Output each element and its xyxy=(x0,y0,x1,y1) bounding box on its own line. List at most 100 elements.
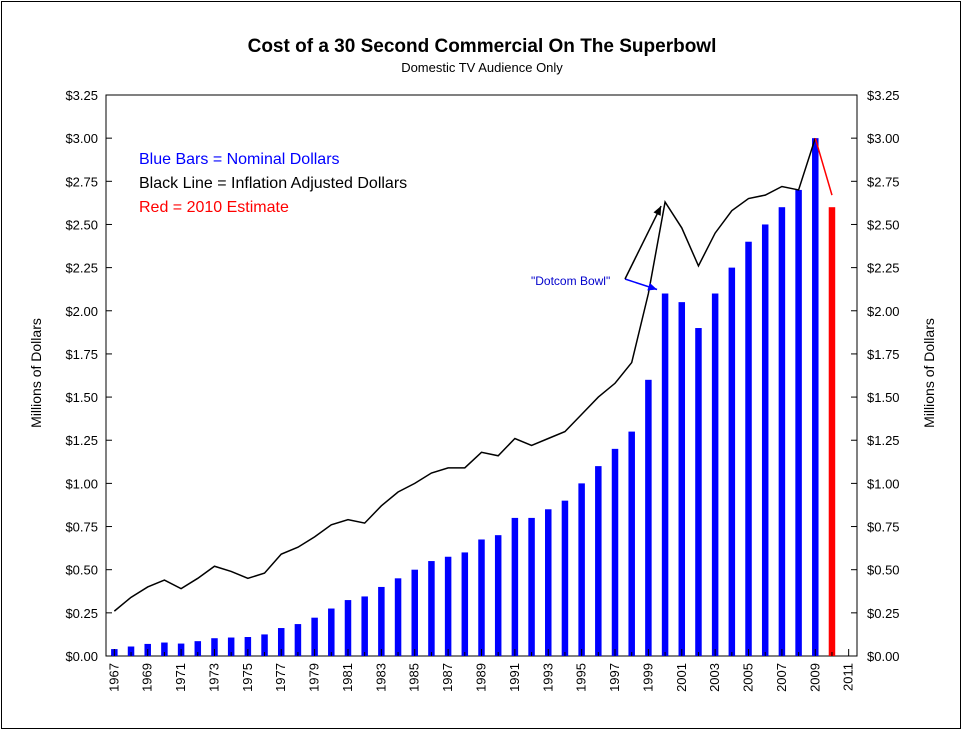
legend-entry: Black Line = Inflation Adjusted Dollars xyxy=(139,175,407,192)
x-tick-label: 1985 xyxy=(407,663,422,692)
chart-subtitle: Domestic TV Audience Only xyxy=(401,60,563,75)
x-tick-label: 1975 xyxy=(240,663,255,692)
bar-2000 xyxy=(661,293,669,656)
x-tick-label: 2009 xyxy=(807,663,822,692)
bars-layer xyxy=(111,138,836,656)
bar-1985 xyxy=(411,569,418,656)
x-tick-label: 1977 xyxy=(273,663,288,692)
bar-1996 xyxy=(595,466,602,656)
annotation-arrow-blue-head xyxy=(647,282,658,291)
bar-1977 xyxy=(277,628,285,656)
bar-2007 xyxy=(778,207,786,656)
y-tick-label-left: $1.75 xyxy=(65,347,98,362)
y-tick-label-left: $0.25 xyxy=(65,606,98,621)
y-tick-label-right: $2.25 xyxy=(867,261,900,276)
bar-1999 xyxy=(645,379,652,656)
x-tick-label: 2011 xyxy=(841,663,856,691)
annotation-label: "Dotcom Bowl" xyxy=(531,274,610,288)
bar-1968 xyxy=(127,646,135,656)
bar-1976 xyxy=(261,634,268,656)
y-tick-label-left: $0.00 xyxy=(65,649,98,664)
y-tick-label-right: $3.25 xyxy=(867,88,900,103)
y-tick-label-right: $0.00 xyxy=(867,649,900,664)
y-tick-label-right: $0.75 xyxy=(867,520,900,535)
left-axis-labels: $0.00 $0.25 $0.50 $0.75 $1.00 $1.25 $1.50 $1.75… xyxy=(65,88,98,664)
bar-1981 xyxy=(344,600,352,656)
annotation: "Dotcom Bowl" xyxy=(531,205,662,291)
bar-1991 xyxy=(511,517,519,656)
y-tick-label-right: $2.00 xyxy=(867,304,900,319)
x-tick-label: 1991 xyxy=(507,663,522,692)
x-tick-label: 1969 xyxy=(140,663,155,692)
bar-2009 xyxy=(812,138,819,656)
x-tick-label: 1995 xyxy=(574,663,589,692)
x-tick-label: 1989 xyxy=(474,663,489,692)
bar-2003 xyxy=(711,293,719,656)
bar-1975 xyxy=(244,637,252,656)
x-tick-label: 1973 xyxy=(206,663,221,692)
y-tick-label-right: $1.50 xyxy=(867,390,900,405)
bar-2006 xyxy=(761,224,769,656)
x-tick-label: 2001 xyxy=(674,663,689,692)
y-tick-label-left: $3.25 xyxy=(65,88,98,103)
y-tick-label-left: $0.50 xyxy=(65,563,98,578)
inflation-adjusted-line xyxy=(113,137,816,612)
x-tick-label: 1981 xyxy=(340,663,355,692)
bar-2005 xyxy=(745,241,752,656)
y-tick-label-left: $2.25 xyxy=(65,261,98,276)
bar-1986 xyxy=(428,561,435,656)
x-axis-labels: 1967 1969 1971 1973 1975 1977 1979 1981 1983 1985… xyxy=(106,663,855,692)
bar-2001 xyxy=(678,302,686,656)
bar-1984 xyxy=(394,578,402,656)
x-tick-label: 1971 xyxy=(173,663,188,692)
y-tick-label-left: $1.50 xyxy=(65,390,98,405)
x-tick-label: 1967 xyxy=(106,663,121,692)
bar-1988 xyxy=(461,552,469,656)
x-tick-label: 1993 xyxy=(540,663,555,692)
x-tick-label: 1997 xyxy=(607,663,622,692)
legend-entry: Blue Bars = Nominal Dollars xyxy=(139,151,340,168)
line-layer xyxy=(113,137,833,612)
y-tick-label-right: $3.00 xyxy=(867,131,900,146)
bar-1992 xyxy=(528,517,535,656)
y-tick-label-right: $2.50 xyxy=(867,217,900,232)
y-tick-label-right: $1.25 xyxy=(867,433,900,448)
y-tick-label-left: $2.50 xyxy=(65,217,98,232)
bar-1994 xyxy=(561,500,569,656)
bar-1989 xyxy=(478,539,485,656)
bar-1983 xyxy=(378,586,385,656)
legend: Blue Bars = Nominal Dollars Black Line = … xyxy=(139,151,407,216)
annotation-arrow-black-head xyxy=(653,206,662,216)
x-tick-label: 1979 xyxy=(307,663,322,692)
y-tick-label-left: $0.75 xyxy=(65,520,98,535)
y-tick-label-left: $2.00 xyxy=(65,304,98,319)
y-tick-label-right: $1.00 xyxy=(867,476,900,491)
y-tick-label-left: $1.00 xyxy=(65,476,98,491)
bar-1990 xyxy=(494,535,502,656)
bar-1978 xyxy=(294,624,302,656)
y-tick-label-left: $1.25 xyxy=(65,433,98,448)
bar-1973 xyxy=(211,638,218,656)
y-tick-label-right: $1.75 xyxy=(867,347,900,362)
right-axis-labels: $0.00 $0.25 $0.50 $0.75 $1.00 $1.25 $1.50 $1.75… xyxy=(867,88,900,664)
y-tick-label-left: $2.75 xyxy=(65,174,98,189)
y-tick-label-right: $2.75 xyxy=(867,174,900,189)
x-tick-label: 2003 xyxy=(707,663,722,692)
bar-1997 xyxy=(611,448,619,656)
y-tick-label-right: $0.50 xyxy=(867,563,900,578)
x-tick-label: 1987 xyxy=(440,663,455,692)
y-tick-label-right: $0.25 xyxy=(867,606,900,621)
bar-2008 xyxy=(795,189,802,656)
bar-1979 xyxy=(311,617,318,656)
x-tick-label: 2005 xyxy=(741,663,756,692)
bar-1982 xyxy=(361,596,368,656)
x-tick-label: 2007 xyxy=(774,663,789,692)
left-axis-title: Millions of Dollars xyxy=(28,318,44,428)
bar-1995 xyxy=(578,483,585,656)
bar-1972 xyxy=(194,641,202,656)
bar-2004 xyxy=(728,267,736,656)
right-axis-title: Millions of Dollars xyxy=(921,318,937,428)
bar-1980 xyxy=(328,608,335,656)
